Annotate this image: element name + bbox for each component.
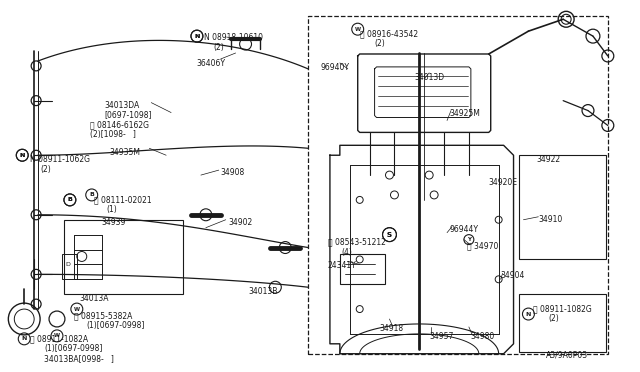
Text: W: W (74, 307, 80, 312)
Text: D: D (65, 262, 70, 267)
Text: (1)[0697-0998]: (1)[0697-0998] (44, 344, 102, 353)
Text: W: W (355, 27, 361, 32)
Text: 34908: 34908 (221, 168, 245, 177)
Bar (518, 294, 606, 352)
Text: N: N (194, 33, 200, 39)
Text: 34957: 34957 (429, 332, 454, 341)
Bar (308, 16, 608, 354)
Text: 96944Y: 96944Y (449, 225, 478, 234)
Text: 34013BA[0998-   ]: 34013BA[0998- ] (44, 354, 114, 363)
Text: 34013DA: 34013DA (104, 101, 140, 110)
Text: Ⓝ 08911-1082G: Ⓝ 08911-1082G (533, 304, 592, 313)
Text: 34918: 34918 (380, 324, 404, 333)
Text: 36406Y: 36406Y (196, 59, 225, 68)
Text: B: B (67, 198, 72, 202)
Bar (340, 254, 385, 284)
Text: Y: Y (467, 237, 471, 242)
Text: W: W (54, 333, 60, 339)
Text: 34980: 34980 (471, 332, 495, 341)
Text: 34925M: 34925M (449, 109, 480, 118)
Text: N: N (20, 153, 25, 158)
Text: Ⓢ 08543-51212: Ⓢ 08543-51212 (328, 238, 386, 247)
Text: B: B (67, 198, 72, 202)
Text: 34013A: 34013A (80, 294, 109, 303)
Text: S: S (387, 232, 392, 238)
Text: B: B (89, 192, 94, 198)
Text: N 08918-10610: N 08918-10610 (204, 33, 263, 42)
Text: (2): (2) (214, 43, 225, 52)
Text: S: S (387, 232, 392, 238)
Text: A3/9A0P03: A3/9A0P03 (547, 351, 588, 360)
Text: Ⓑ 08111-02021: Ⓑ 08111-02021 (93, 195, 151, 204)
Bar (62, 254, 77, 279)
Bar (518, 155, 606, 259)
Text: 24341Y: 24341Y (328, 262, 356, 270)
Text: Ⓑ 08146-6162G: Ⓑ 08146-6162G (90, 121, 148, 129)
Text: (1)[0697-0998]: (1)[0697-0998] (87, 321, 145, 330)
Text: 34920E: 34920E (489, 178, 518, 187)
Text: 34922: 34922 (536, 155, 561, 164)
Text: Ⓨ 34970: Ⓨ 34970 (467, 241, 499, 251)
Text: 34935M: 34935M (109, 148, 141, 157)
Text: 34013D: 34013D (414, 73, 444, 82)
Text: 34013B: 34013B (248, 287, 278, 296)
Text: (2): (2) (374, 39, 385, 48)
Text: N: N (22, 336, 27, 341)
Text: N: N (525, 311, 531, 317)
Text: 34902: 34902 (228, 218, 253, 227)
Text: 34939: 34939 (102, 218, 126, 227)
Text: 34910: 34910 (538, 215, 563, 224)
Bar (64, 220, 183, 294)
Text: [0697-1098]: [0697-1098] (104, 110, 152, 119)
Text: (2): (2) (548, 314, 559, 323)
Text: (1): (1) (107, 205, 117, 214)
Text: 96940Y: 96940Y (320, 63, 349, 72)
Text: Ⓦ 08915-5382A: Ⓦ 08915-5382A (74, 311, 132, 320)
Text: (4): (4) (342, 247, 353, 257)
Text: (2)[1098-   ]: (2)[1098- ] (90, 131, 136, 140)
Text: (2): (2) (40, 165, 51, 174)
Text: N: N (194, 33, 200, 39)
Text: Ⓦ 08916-43542: Ⓦ 08916-43542 (360, 29, 418, 38)
Text: Ⓝ 08911-1082A: Ⓝ 08911-1082A (30, 334, 88, 343)
Text: N: N (20, 153, 25, 158)
Text: N 08911-1062G: N 08911-1062G (30, 155, 90, 164)
Text: 34904: 34904 (500, 271, 525, 280)
